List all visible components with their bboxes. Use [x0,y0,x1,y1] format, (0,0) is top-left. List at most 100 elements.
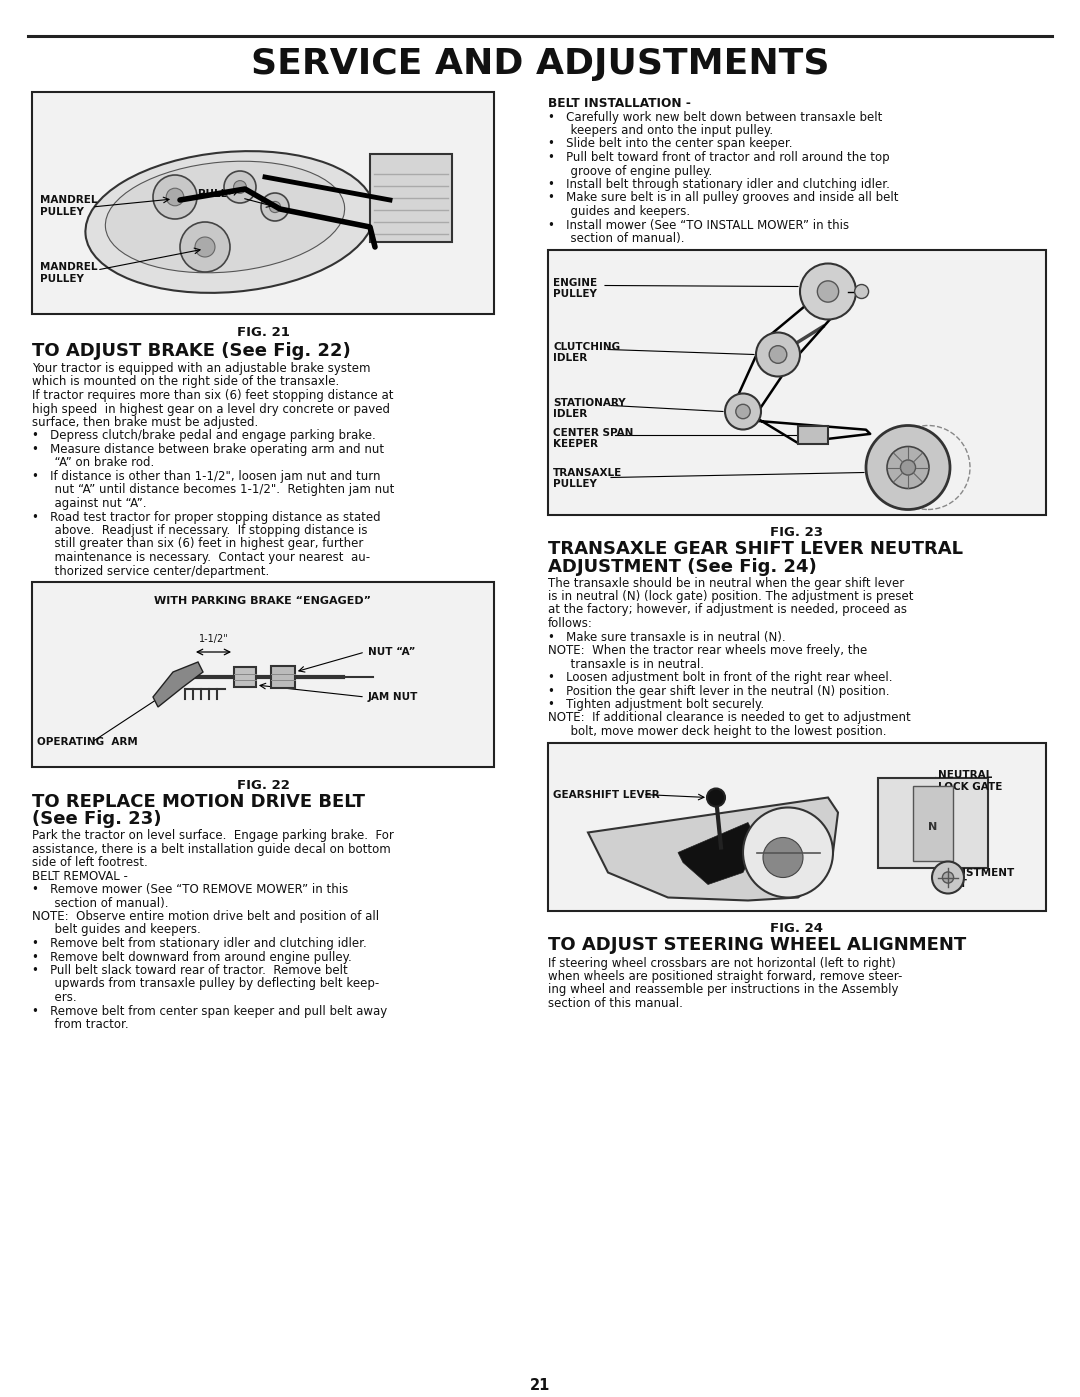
Bar [913,785,953,861]
Bar [370,154,453,242]
Circle shape [818,281,839,302]
Text: •   Remove belt from center span keeper and pull belt away: • Remove belt from center span keeper an… [32,1004,388,1017]
Text: FIG. 22: FIG. 22 [237,780,289,792]
Circle shape [854,285,868,299]
Text: TO ADJUST STEERING WHEEL ALIGNMENT: TO ADJUST STEERING WHEEL ALIGNMENT [548,936,967,954]
Circle shape [887,447,929,489]
Text: groove of engine pulley.: groove of engine pulley. [548,165,712,177]
Text: transaxle is in neutral.: transaxle is in neutral. [548,658,704,671]
Text: •   Road test tractor for proper stopping distance as stated: • Road test tractor for proper stopping … [32,510,380,524]
Text: upwards from transaxle pulley by deflecting belt keep-: upwards from transaxle pulley by deflect… [32,978,379,990]
Text: section of this manual.: section of this manual. [548,997,683,1010]
Text: •   Remove mower (See “TO REMOVE MOWER” in this: • Remove mower (See “TO REMOVE MOWER” in… [32,883,348,895]
Circle shape [725,394,761,429]
Polygon shape [588,798,838,901]
Text: ADJUSTMENT
BOLT: ADJUSTMENT BOLT [939,868,1015,888]
Text: keepers and onto the input pulley.: keepers and onto the input pulley. [548,124,773,137]
Text: •   If distance is other than 1-1/2", loosen jam nut and turn: • If distance is other than 1-1/2", loos… [32,469,380,483]
Text: thorized service center/department.: thorized service center/department. [32,564,269,577]
Text: FIG. 21: FIG. 21 [237,326,289,339]
Text: •   Install belt through stationary idler and clutching idler.: • Install belt through stationary idler … [548,177,890,191]
Circle shape [762,837,804,877]
Text: IDLER PULLEYS: IDLER PULLEYS [160,189,249,198]
Circle shape [261,193,289,221]
Text: surface, then brake must be adjusted.: surface, then brake must be adjusted. [32,416,258,429]
Text: maintenance is necessary.  Contact your nearest  au-: maintenance is necessary. Contact your n… [32,550,370,564]
Text: •   Carefully work new belt down between transaxle belt: • Carefully work new belt down between t… [548,110,882,123]
Text: NEUTRAL
LOCK GATE: NEUTRAL LOCK GATE [939,771,1002,792]
Ellipse shape [85,151,375,293]
Text: SERVICE AND ADJUSTMENTS: SERVICE AND ADJUSTMENTS [251,47,829,81]
Text: •   Position the gear shift lever in the neutral (N) position.: • Position the gear shift lever in the n… [548,685,890,697]
Text: TO ADJUST BRAKE (See Fig. 22): TO ADJUST BRAKE (See Fig. 22) [32,342,351,360]
Text: when wheels are positioned straight forward, remove steer-: when wheels are positioned straight forw… [548,970,903,983]
Text: (See Fig. 23): (See Fig. 23) [32,810,162,828]
Text: •   Install mower (See “TO INSTALL MOWER” in this: • Install mower (See “TO INSTALL MOWER” … [548,218,849,232]
Text: N: N [929,821,937,833]
Text: TO REPLACE MOTION DRIVE BELT: TO REPLACE MOTION DRIVE BELT [32,793,365,812]
Text: WITH PARKING BRAKE “ENGAGED”: WITH PARKING BRAKE “ENGAGED” [154,597,372,606]
Text: follows:: follows: [548,617,593,630]
Text: OPERATING  ARM: OPERATING ARM [37,738,138,747]
Text: “A” on brake rod.: “A” on brake rod. [32,457,154,469]
Circle shape [943,872,954,883]
Circle shape [269,201,281,212]
Text: FIG. 24: FIG. 24 [770,922,824,936]
Text: •   Tighten adjustment bolt securely.: • Tighten adjustment bolt securely. [548,698,765,711]
Text: •   Loosen adjustment bolt in front of the right rear wheel.: • Loosen adjustment bolt in front of the… [548,671,892,685]
Text: bolt, move mower deck height to the lowest position.: bolt, move mower deck height to the lowe… [548,725,887,738]
Circle shape [153,175,197,219]
Circle shape [707,788,725,806]
Text: high speed  in highest gear on a level dry concrete or paved: high speed in highest gear on a level dr… [32,402,390,415]
Circle shape [866,426,950,510]
Text: section of manual).: section of manual). [548,232,685,244]
Text: If tractor requires more than six (6) feet stopping distance at: If tractor requires more than six (6) fe… [32,388,393,402]
Text: from tractor.: from tractor. [32,1018,129,1031]
Polygon shape [678,823,758,884]
Bar [878,778,988,868]
Circle shape [166,189,184,205]
Circle shape [756,332,800,377]
Text: JAM NUT: JAM NUT [368,692,418,703]
Text: MANDREL
PULLEY: MANDREL PULLEY [40,263,97,284]
Text: nut “A” until distance becomes 1-1/2".  Retighten jam nut: nut “A” until distance becomes 1-1/2". R… [32,483,394,496]
Circle shape [735,404,751,419]
Text: at the factory; however, if adjustment is needed, proceed as: at the factory; however, if adjustment i… [548,604,907,616]
Text: •   Slide belt into the center span keeper.: • Slide belt into the center span keeper… [548,137,793,151]
Circle shape [233,180,246,193]
Text: NOTE:  Observe entire motion drive belt and position of all: NOTE: Observe entire motion drive belt a… [32,909,379,923]
Bar [32,583,494,767]
Text: •   Depress clutch/brake pedal and engage parking brake.: • Depress clutch/brake pedal and engage … [32,429,376,443]
Text: BELT REMOVAL -: BELT REMOVAL - [32,869,127,883]
Circle shape [901,460,916,475]
Text: BELT INSTALLATION -: BELT INSTALLATION - [548,96,691,110]
Text: TRANSAXLE
PULLEY: TRANSAXLE PULLEY [553,468,622,489]
Text: ers.: ers. [32,990,77,1004]
Circle shape [743,807,833,897]
FancyBboxPatch shape [798,426,828,443]
Circle shape [800,264,856,320]
Text: side of left footrest.: side of left footrest. [32,856,148,869]
Text: The transaxle should be in neutral when the gear shift lever: The transaxle should be in neutral when … [548,577,904,590]
Text: is in neutral (N) (lock gate) position. The adjustment is preset: is in neutral (N) (lock gate) position. … [548,590,914,604]
Bar [548,250,1047,514]
Text: STATIONARY
IDLER: STATIONARY IDLER [553,398,625,419]
Circle shape [195,237,215,257]
Text: against nut “A”.: against nut “A”. [32,497,147,510]
Text: •   Remove belt downward from around engine pulley.: • Remove belt downward from around engin… [32,950,352,964]
Text: •   Make sure belt is in all pulley grooves and inside all belt: • Make sure belt is in all pulley groove… [548,191,899,204]
Text: •   Make sure transaxle is in neutral (N).: • Make sure transaxle is in neutral (N). [548,630,785,644]
Text: ENGINE
PULLEY: ENGINE PULLEY [553,278,597,299]
Text: NOTE:  If additional clearance is needed to get to adjustment: NOTE: If additional clearance is needed … [548,711,910,725]
Text: above.  Readjust if necessary.  If stopping distance is: above. Readjust if necessary. If stoppin… [32,524,367,536]
Text: CENTER SPAN
KEEPER: CENTER SPAN KEEPER [553,427,633,448]
Text: Your tractor is equipped with an adjustable brake system: Your tractor is equipped with an adjusta… [32,362,370,374]
Text: still greater than six (6) feet in highest gear, further: still greater than six (6) feet in highe… [32,538,363,550]
Circle shape [769,345,787,363]
Text: guides and keepers.: guides and keepers. [548,205,690,218]
FancyBboxPatch shape [271,666,295,687]
Text: ADJUSTMENT (See Fig. 24): ADJUSTMENT (See Fig. 24) [548,557,816,576]
Text: NUT “A”: NUT “A” [368,647,416,657]
Text: ing wheel and reassemble per instructions in the Assembly: ing wheel and reassemble per instruction… [548,983,899,996]
Polygon shape [153,662,203,707]
